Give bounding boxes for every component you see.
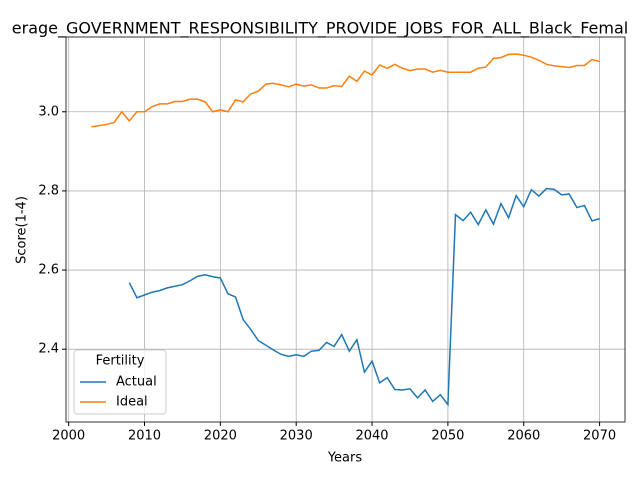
- x-tick-label: 2040: [355, 429, 388, 444]
- x-tick-label: 2060: [507, 429, 540, 444]
- x-tick-label: 2010: [128, 429, 161, 444]
- legend-title: Fertility: [96, 354, 145, 369]
- y-tick-label: 2.8: [38, 183, 59, 198]
- x-tick-label: 2070: [583, 429, 616, 444]
- x-tick-label: 2020: [204, 429, 237, 444]
- y-tick-label: 3.0: [38, 104, 59, 119]
- x-axis-label: Years: [327, 451, 363, 466]
- plot-frame: [65, 36, 626, 423]
- legend-label: Ideal: [116, 395, 148, 410]
- y-tick-label: 2.4: [38, 342, 59, 357]
- series-line: [91, 53, 600, 128]
- y-tick-label: 2.6: [38, 263, 59, 278]
- chart-title: erage_GOVERNMENT_RESPONSIBILITY_PROVIDE_…: [12, 19, 628, 39]
- x-tick-label: 2030: [280, 429, 313, 444]
- legend-label: Actual: [116, 375, 157, 390]
- x-tick-label: 2000: [52, 429, 85, 444]
- legend-box: [73, 349, 167, 415]
- series-line: [128, 187, 600, 407]
- y-axis-label: Score(1-4): [15, 196, 30, 264]
- x-tick-label: 2050: [431, 429, 464, 444]
- legend: Fertility Actual Ideal: [73, 349, 167, 415]
